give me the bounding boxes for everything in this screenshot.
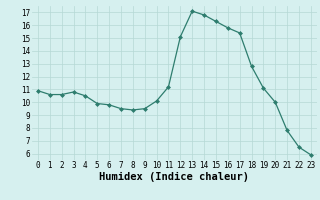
- X-axis label: Humidex (Indice chaleur): Humidex (Indice chaleur): [100, 172, 249, 182]
